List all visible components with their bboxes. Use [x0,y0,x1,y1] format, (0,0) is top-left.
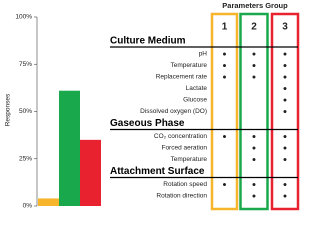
bar [59,90,80,206]
y-tick-label: 25% [19,155,32,162]
cell-dot: ● [283,74,287,81]
cell-dot: ● [252,193,256,200]
y-tick-label: 50% [19,108,32,115]
cell-dot: ● [283,181,287,188]
row-label: Rotation direction [156,193,207,200]
cell-dot: ● [252,133,256,140]
row-label: pH [199,51,208,58]
cell-dot: ● [252,51,256,58]
column-box [210,12,239,211]
row-label: Rotation speed [163,181,207,188]
bar [80,139,101,206]
cell-dot: ● [283,156,287,163]
row-label: Lactate [186,85,208,92]
figure: Responses Parameters Group 0% 25% 50% 75% 10… [5,1,300,211]
section-title: Gaseous Phase [110,118,185,129]
column-header: 2 [251,22,257,33]
cell-dot: ● [222,62,226,69]
cell-dot: ● [283,193,287,200]
row-label: Replacement rate [156,74,208,81]
cell-dot: ● [283,108,287,115]
column-box [270,12,300,211]
column-header: 3 [282,22,288,33]
row-label: Forced aeration [161,145,207,152]
cell-dot: ● [222,181,226,188]
cell-dot: ● [283,133,287,140]
row-label: Glucose [183,97,207,104]
cell-dot: ● [283,97,287,104]
y-axis-label: Responses [5,93,12,126]
section-title: Attachment Surface [110,166,205,177]
row-label: Dissolved oxygen (DO) [140,108,207,115]
cell-dot: ● [222,74,226,81]
cell-dot: ● [283,62,287,69]
cell-dot: ● [252,74,256,81]
y-tick-label: 75% [19,61,32,68]
column-header: 1 [222,22,228,33]
cell-dot: ● [222,133,226,140]
y-tick-label: 100% [15,14,32,21]
cell-dot: ● [252,156,256,163]
cell-dot: ● [252,145,256,152]
cell-dot: ● [283,85,287,92]
column-box [239,12,269,211]
table-title: Parameters Group [222,1,288,10]
cell-dot: ● [283,51,287,58]
section-title: Culture Medium [110,36,186,47]
bar [38,198,59,206]
cell-dot: ● [252,62,256,69]
cell-dot: ● [252,181,256,188]
row-label: Temperature [171,62,208,69]
y-tick-label: 0% [23,203,33,210]
row-label: CO₂ concentration [154,133,207,140]
row-label: Temperature [171,156,208,163]
cell-dot: ● [283,145,287,152]
cell-dot: ● [222,51,226,58]
